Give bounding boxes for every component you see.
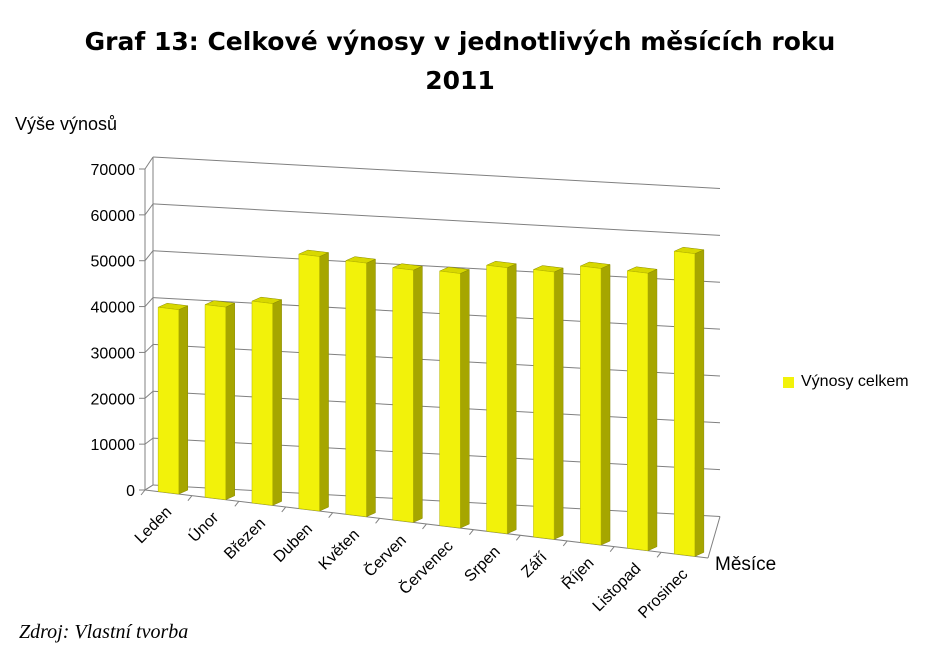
chart-title: Graf 13: Celkové výnosy v jednotlivých m… <box>0 22 920 100</box>
x-tick-mark <box>328 512 334 518</box>
gridline <box>152 250 721 283</box>
bar <box>298 253 320 512</box>
x-tick-label: Březen <box>221 515 269 563</box>
bar <box>533 269 555 540</box>
x-tick-mark <box>515 534 521 541</box>
legend-label: Výnosy celkem <box>801 373 909 390</box>
x-tick-mark <box>187 495 193 501</box>
y-tick-label: 70000 <box>91 162 136 179</box>
legend: Výnosy celkem <box>783 373 909 391</box>
y-tick-label: 50000 <box>91 254 136 271</box>
bar <box>157 306 180 495</box>
y-tick-label: 10000 <box>91 437 136 454</box>
x-tick-label: Únor <box>184 507 222 545</box>
x-tick-mark <box>281 506 287 513</box>
bar-side <box>272 299 282 506</box>
bar-side <box>413 265 423 523</box>
x-tick-mark <box>422 523 427 530</box>
gridline-side <box>144 297 154 307</box>
x-tick-mark <box>609 546 615 552</box>
gridline-side <box>144 156 154 170</box>
bar-side <box>178 305 189 495</box>
x-tick-mark <box>656 551 662 558</box>
bar <box>392 267 414 523</box>
bar <box>439 270 461 529</box>
bar <box>580 265 602 546</box>
x-tick-label: Srpen <box>461 543 503 585</box>
gridline-side <box>144 437 154 445</box>
x-tick-mark <box>234 501 240 507</box>
x-tick-mark <box>375 518 380 524</box>
bar-side <box>319 252 329 512</box>
gridline-side <box>144 390 154 399</box>
gridline <box>152 343 721 377</box>
bar-side <box>647 268 658 552</box>
chart-title-line-2: 2011 <box>425 66 495 95</box>
x-axis-label: Měsíce <box>715 554 777 575</box>
gridline <box>152 484 721 518</box>
bar-side <box>225 302 235 501</box>
bar <box>673 250 696 557</box>
bar-side <box>366 258 376 518</box>
bar <box>486 264 508 534</box>
gridline-side <box>144 250 154 262</box>
bar-side <box>553 267 564 540</box>
chart-title-line-1: Graf 13: Celkové výnosy v jednotlivých m… <box>84 27 836 56</box>
bar <box>627 270 649 551</box>
source-note: Zdroj: Vlastní tvorba <box>19 621 189 643</box>
gridline <box>152 297 721 330</box>
bar-side <box>506 263 517 535</box>
x-tick-label: Říjen <box>558 553 598 593</box>
y-tick-label: 40000 <box>91 300 136 317</box>
bar <box>251 300 273 506</box>
legend-swatch <box>783 376 794 388</box>
gridline <box>152 203 721 236</box>
x-tick-mark <box>140 489 146 496</box>
x-tick-label: Září <box>518 549 551 582</box>
gridline <box>152 437 721 471</box>
x-tick-label: Červen <box>360 531 410 581</box>
bar <box>204 304 226 501</box>
y-tick-label: 20000 <box>91 391 136 408</box>
bar-side <box>694 249 705 557</box>
floor-right-edge <box>707 516 721 559</box>
y-tick-label: 30000 <box>91 345 136 362</box>
y-axis-label: Výše výnosů <box>15 114 118 134</box>
gridline <box>152 156 721 190</box>
gridline-side <box>144 484 154 491</box>
gridline-side <box>144 344 154 353</box>
y-tick-label: 0 <box>126 483 135 500</box>
x-tick-label: Duben <box>271 521 316 566</box>
bar <box>345 260 367 518</box>
x-tick-mark <box>469 529 474 535</box>
x-tick-label: Květen <box>316 526 363 573</box>
x-tick-mark <box>562 540 568 547</box>
gridline-side <box>144 203 154 216</box>
y-tick-label: 60000 <box>91 208 136 225</box>
x-tick-label: Leden <box>132 504 175 547</box>
bar-side <box>600 264 611 546</box>
x-tick-label: Prosinec <box>635 566 691 622</box>
gridline <box>152 390 721 424</box>
bar-side <box>460 269 470 529</box>
x-tick-label: Listopad <box>590 560 645 615</box>
